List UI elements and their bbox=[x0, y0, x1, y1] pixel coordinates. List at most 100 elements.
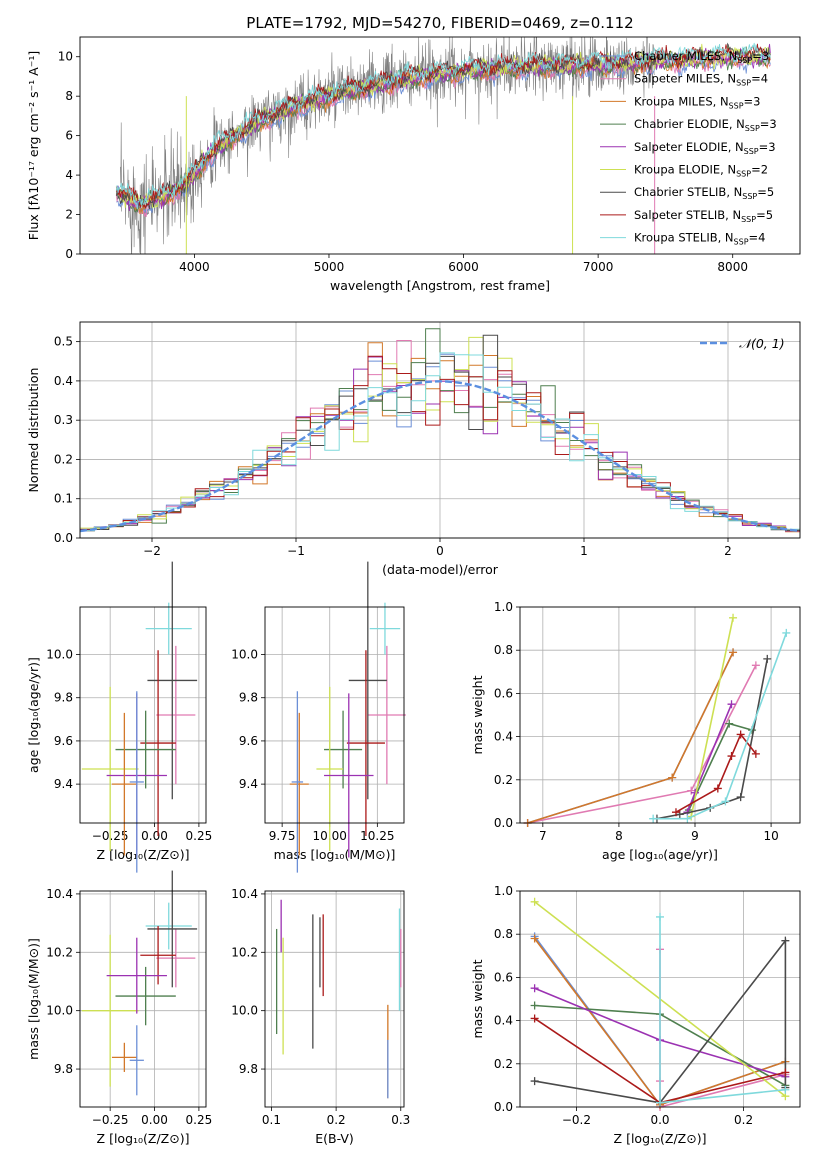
spectrum-plot bbox=[115, 37, 771, 254]
weight_age-frame bbox=[519, 606, 801, 824]
weight_age-series-krou_elodie bbox=[690, 617, 734, 817]
spectrum-ytick-label: 6 bbox=[65, 129, 73, 143]
spectrum-ytick-label: 10 bbox=[58, 50, 73, 64]
spectrum-data-line bbox=[120, 37, 655, 254]
legend-n: =3 bbox=[760, 117, 777, 131]
weight_z-marker-chab_stelib bbox=[781, 936, 790, 945]
weight_z-ytick-label: 1.0 bbox=[494, 884, 513, 898]
weight_age-ytick-label: 0.4 bbox=[494, 730, 513, 744]
residuals-gaussian-line bbox=[80, 380, 800, 533]
legend-sub: SSP bbox=[734, 238, 749, 247]
legend-entry-salp_elodie: Salpeter ELODIE, NSSP=3 bbox=[634, 140, 776, 156]
weight_age-marker-salp_stelib bbox=[713, 784, 722, 793]
residuals-axes: −2 −1 0 1 2 0.0 0.1 0.2 0.3 0.4 0.5 (data-model)/er… bbox=[26, 321, 801, 577]
weight_z-xlabel: Z [log₁₀(Z/Z⊙)] bbox=[614, 1131, 707, 1146]
residuals-xtick-label: −1 bbox=[287, 544, 305, 558]
legend-label: Chabrier MILES, N bbox=[634, 49, 737, 63]
mass_ebv-ytick-label: 10.0 bbox=[231, 1004, 258, 1018]
age_mass-ytick-label: 9.6 bbox=[239, 734, 258, 748]
weight_age-xtick-label: 9 bbox=[691, 829, 699, 843]
mass_z-xtick-label: 0.00 bbox=[141, 1113, 168, 1127]
legend-n: =3 bbox=[759, 140, 776, 154]
legend-label: Kroupa STELIB, N bbox=[634, 231, 734, 245]
weight_age-marker-krou_miles bbox=[668, 773, 677, 782]
residuals-ytick-label: 0.0 bbox=[54, 531, 73, 545]
residuals-xtick-label: 1 bbox=[580, 544, 588, 558]
age_mass-frame bbox=[264, 606, 405, 824]
mass_ebv-ytick-label: 10.2 bbox=[231, 945, 258, 959]
legend-entry-chab_miles: Chabrier MILES, NSSP=3 bbox=[634, 49, 769, 65]
age_z-ytick-label: 9.4 bbox=[54, 777, 73, 791]
weight_age-xlabel: age [log₁₀(age/yr)] bbox=[602, 847, 718, 862]
legend-label: Chabrier ELODIE, N bbox=[634, 117, 745, 131]
spectrum-xtick-label: 5000 bbox=[314, 260, 345, 274]
mass_ebv-xtick-label: 0.1 bbox=[262, 1113, 281, 1127]
residuals-legend-label: 𝒩(0, 1) bbox=[739, 336, 785, 351]
age_z-frame bbox=[79, 606, 207, 824]
mass_z-ytick-label: 10.2 bbox=[46, 945, 73, 959]
age_mass-xtick-label: 10.25 bbox=[360, 829, 394, 843]
spectrum-frame bbox=[79, 36, 801, 255]
spectrum-xtick-label: 6000 bbox=[448, 260, 479, 274]
residuals-ytick-label: 0.2 bbox=[54, 452, 73, 466]
legend-n: =3 bbox=[752, 49, 769, 63]
spectrum-ytick-label: 4 bbox=[65, 168, 73, 182]
weight_age-marker-salp_stelib bbox=[736, 730, 745, 739]
weight_z-ytick-label: 0.8 bbox=[494, 927, 513, 941]
residuals-xtick-label: −2 bbox=[143, 544, 161, 558]
age_z-xtick-label: 0.25 bbox=[186, 829, 213, 843]
legend-sub: SSP bbox=[736, 79, 751, 88]
age_mass-ytick-label: 9.4 bbox=[239, 777, 258, 791]
weight_age-marker-salp_stelib bbox=[671, 808, 680, 817]
residuals-ytick-label: 0.5 bbox=[54, 335, 73, 349]
weight_age-marker-krou_stelib bbox=[683, 814, 692, 823]
spectrum-title: PLATE=1792, MJD=54270, FIBERID=0469, z=0… bbox=[246, 14, 633, 32]
residuals-ytick-label: 0.4 bbox=[54, 374, 73, 388]
weight_age-marker-krou_stelib bbox=[721, 797, 730, 806]
weight_age-marker-chab_stelib bbox=[763, 654, 772, 663]
legend-entry-chab_elodie: Chabrier ELODIE, NSSP=3 bbox=[634, 117, 777, 133]
weight_age-series-salp_miles bbox=[527, 664, 757, 824]
weight_age-ytick-label: 0.8 bbox=[494, 643, 513, 657]
legend-sub: SSP bbox=[745, 124, 760, 133]
legend-label: Kroupa MILES, N bbox=[634, 94, 729, 108]
legend-label: Chabrier STELIB, N bbox=[634, 185, 742, 199]
spectrum-model-chab_stelib bbox=[115, 42, 771, 209]
weight_z-series-chab_stelib bbox=[534, 938, 787, 1104]
legend-entry-salp_stelib: Salpeter STELIB, NSSP=5 bbox=[634, 208, 773, 224]
residuals-xtick-label: 2 bbox=[724, 544, 732, 558]
age_z-ytick-label: 9.6 bbox=[54, 734, 73, 748]
weight_z-ytick-label: 0.0 bbox=[494, 1100, 513, 1114]
weight_z-ytick-label: 0.2 bbox=[494, 1057, 513, 1071]
mass_z-xtick-label: −0.25 bbox=[92, 1113, 129, 1127]
spectrum-xtick-label: 4000 bbox=[179, 260, 210, 274]
legend-sub: SSP bbox=[737, 56, 752, 65]
age_mass-xtick-label: 9.75 bbox=[269, 829, 296, 843]
spectrum-ytick-label: 8 bbox=[65, 89, 73, 103]
mass_z-xlabel: Z [log₁₀(Z/Z⊙)] bbox=[97, 1131, 190, 1146]
weight_z-marker-krou_stelib bbox=[656, 1098, 664, 1107]
legend-label: Salpeter ELODIE, N bbox=[634, 140, 744, 154]
mass_z-ytick-label: 9.8 bbox=[54, 1062, 73, 1076]
legend-label: Salpeter MILES, N bbox=[634, 72, 736, 86]
legend-n: =4 bbox=[751, 72, 768, 86]
residuals-hist-krou_stelib bbox=[80, 352, 800, 532]
weight_z-frame bbox=[519, 890, 801, 1108]
weight_age-marker-krou_miles bbox=[729, 648, 738, 657]
weight_age-marker-chab_elodie bbox=[725, 719, 734, 728]
legend-n: =4 bbox=[749, 231, 766, 245]
weight_z-marker-krou_stelib bbox=[656, 912, 664, 921]
legend-sub: SSP bbox=[742, 192, 757, 201]
age_z-axes: −0.25 0.00 0.259.49.69.810.0Z [log₁₀(Z/Z⊙)… bbox=[26, 561, 213, 873]
legend-sub: SSP bbox=[744, 147, 759, 156]
weight_z-marker-krou_elodie bbox=[530, 897, 539, 906]
spectrum-ytick-label: 0 bbox=[65, 247, 73, 261]
mass_ebv-xlabel: E(B-V) bbox=[315, 1131, 354, 1146]
weight_age-marker-salp_elodie bbox=[727, 700, 736, 709]
residuals-frame bbox=[79, 321, 801, 539]
weight_z-marker-krou_miles bbox=[530, 934, 539, 943]
mass_z-ytick-label: 10.0 bbox=[46, 1004, 73, 1018]
mass_ebv-ytick-label: 10.4 bbox=[231, 887, 258, 901]
